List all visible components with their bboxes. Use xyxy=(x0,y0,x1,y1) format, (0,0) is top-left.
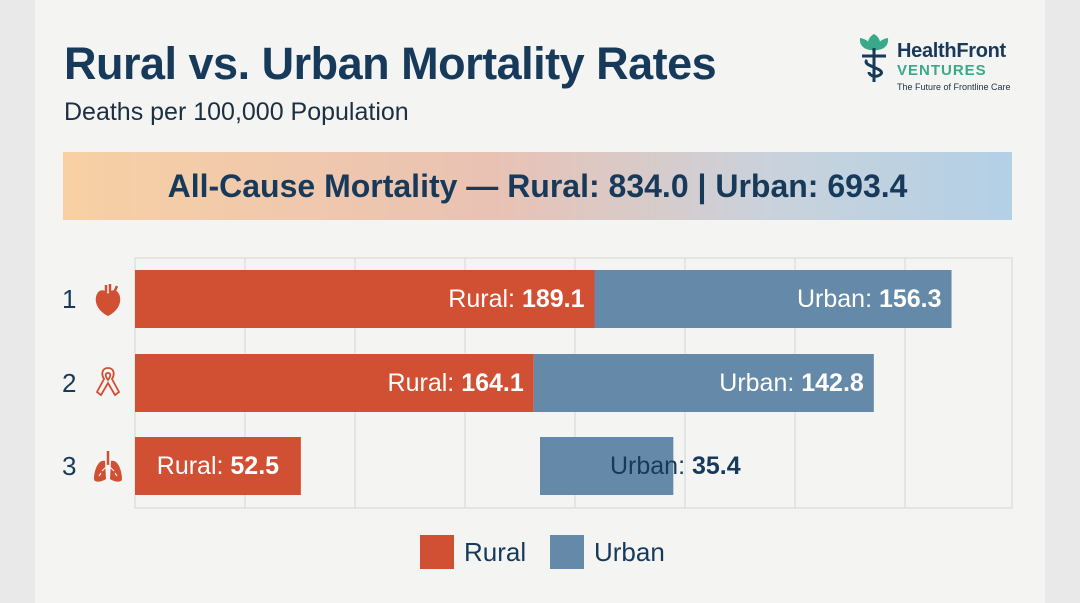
legend-label-rural: Rural xyxy=(464,536,527,567)
bar-label-urban: Urban: 35.4 xyxy=(610,452,741,480)
bar-label-rural: Rural: 52.5 xyxy=(157,452,279,480)
bar-urban xyxy=(540,437,674,495)
logo-tagline: The Future of Frontline Care xyxy=(897,82,1011,92)
bar-label-rural: Rural: 189.1 xyxy=(448,285,584,313)
bar-rural xyxy=(135,437,301,495)
logo-name: HealthFront xyxy=(897,40,1006,62)
legend-label-urban: Urban xyxy=(594,536,665,567)
rank-label: 1 xyxy=(62,284,77,314)
rank-label: 3 xyxy=(62,451,77,481)
caduceus-leaf-icon xyxy=(859,34,889,82)
bar-label-urban: Urban: 156.3 xyxy=(797,285,942,313)
bar-rural xyxy=(135,270,595,328)
bar-label-urban: Urban: 142.8 xyxy=(719,369,864,397)
all-cause-banner: All-Cause Mortality — Rural: 834.0 | Urb… xyxy=(63,152,1012,220)
bar-urban xyxy=(533,354,874,412)
rank-label: 2 xyxy=(62,368,77,398)
bar-urban xyxy=(594,270,952,328)
legend-item-rural: Rural xyxy=(420,535,526,569)
legend-swatch-urban xyxy=(550,535,584,569)
bar-label-rural: Rural: 164.1 xyxy=(388,369,524,397)
legend-item-urban: Urban xyxy=(550,535,665,569)
logo: HealthFront VENTURES The Future of Front… xyxy=(855,30,1025,100)
logo-ventures: VENTURES xyxy=(897,62,987,79)
all-cause-text: All-Cause Mortality — Rural: 834.0 | Urb… xyxy=(167,167,908,204)
bar-rural xyxy=(135,354,534,412)
page-subtitle: Deaths per 100,000 Population xyxy=(64,98,409,126)
page-title: Rural vs. Urban Mortality Rates xyxy=(64,38,717,89)
heart-icon xyxy=(95,284,121,316)
cancer-ribbon-icon xyxy=(95,367,121,397)
legend-swatch-rural xyxy=(420,535,454,569)
lungs-icon xyxy=(94,451,122,482)
